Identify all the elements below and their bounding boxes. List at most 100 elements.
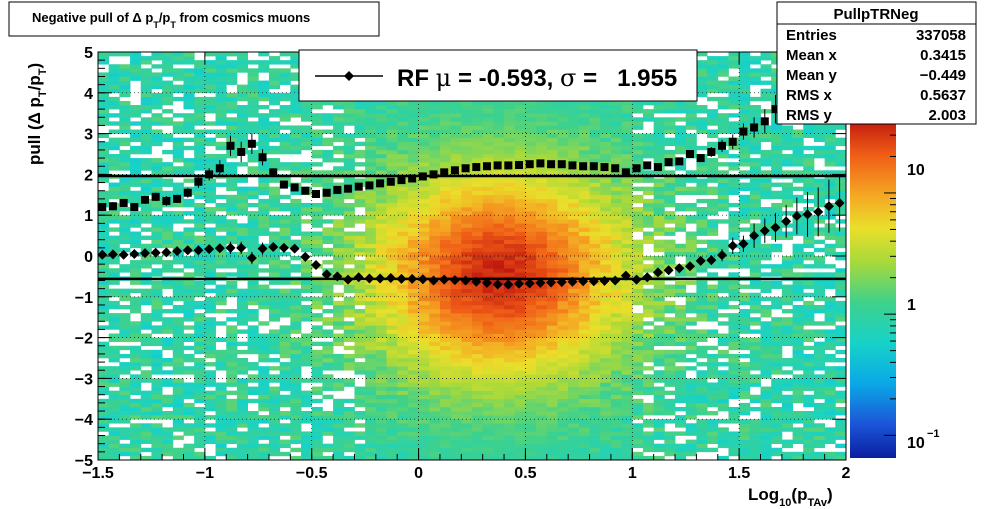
heatmap-cell [375, 443, 387, 449]
heatmap-cell [418, 207, 430, 212]
heatmap-cell [568, 394, 580, 400]
heatmap-cell [333, 256, 345, 261]
heatmap-cell [696, 170, 708, 175]
heatmap-cell [461, 317, 473, 322]
heatmap-cell [301, 105, 313, 110]
heatmap-cell [439, 121, 452, 126]
heatmap-cell [130, 137, 142, 143]
heatmap-cell [610, 309, 622, 314]
heatmap-cell [568, 178, 580, 183]
heatmap-cell [194, 158, 206, 163]
heatmap-cell [290, 125, 302, 130]
heatmap-cell [290, 292, 302, 298]
heatmap-cell [279, 117, 291, 122]
heatmap-cell [258, 68, 270, 73]
heatmap-cell [236, 207, 248, 212]
heatmap-cell [482, 329, 494, 334]
heatmap-cell [183, 158, 195, 163]
heatmap-cell [290, 439, 302, 444]
heatmap-cell [578, 398, 590, 404]
heatmap-cell [140, 186, 152, 192]
heatmap-cell [525, 443, 537, 449]
heatmap-cell [461, 341, 473, 347]
heatmap-cell [653, 137, 665, 143]
heatmap-cell [461, 129, 473, 134]
heatmap-cell [322, 423, 334, 428]
heatmap-cell [439, 198, 452, 204]
heatmap-cell [653, 317, 665, 322]
heatmap-cell [610, 435, 622, 440]
heatmap-cell [589, 194, 601, 200]
heatmap-cell [482, 141, 494, 147]
heatmap-cell [365, 162, 377, 167]
heatmap-cell [461, 288, 473, 294]
heatmap-cell [226, 211, 238, 216]
heatmap-cell [664, 186, 676, 192]
heatmap-cell [621, 268, 633, 273]
heatmap-cell [589, 105, 601, 110]
heatmap-cell [621, 202, 633, 208]
heatmap-cell [279, 202, 291, 208]
heatmap-cell [290, 215, 302, 220]
heatmap-cell [140, 333, 152, 338]
heatmap-cell [557, 353, 569, 359]
heatmap-cell [472, 190, 484, 196]
heatmap-cell [450, 211, 462, 216]
heatmap-cell [504, 386, 516, 391]
heatmap-cell [108, 435, 120, 440]
heatmap-cell [578, 288, 590, 294]
heatmap-cell [600, 243, 612, 249]
heatmap-cell [258, 378, 270, 383]
heatmap-cell [461, 109, 473, 114]
heatmap-cell [98, 113, 110, 118]
heatmap-cell [653, 223, 665, 228]
heatmap-cell [365, 382, 377, 387]
heatmap-cell [696, 435, 708, 440]
heatmap-cell [589, 378, 601, 383]
heatmap-cell [493, 272, 505, 277]
heatmap-cell [172, 235, 184, 240]
heatmap-cell [461, 231, 473, 236]
heatmap-cell [322, 358, 334, 363]
heatmap-cell [172, 304, 184, 310]
heatmap-cell [162, 239, 174, 245]
heatmap-cell [290, 137, 302, 143]
heatmap-cell [568, 386, 580, 391]
heatmap-cell [162, 72, 174, 77]
heatmap-cell [386, 264, 398, 269]
heatmap-cell [311, 313, 323, 318]
heatmap-cell [226, 264, 238, 269]
heatmap-cell [557, 264, 569, 269]
heatmap-cell [301, 264, 313, 269]
heatmap-cell [204, 154, 216, 159]
heatmap-cell [504, 439, 516, 444]
heatmap-cell [525, 325, 537, 330]
heatmap-cell [290, 329, 302, 334]
heatmap-cell [322, 219, 334, 224]
heatmap-cell [632, 215, 644, 220]
heatmap-cell [429, 411, 441, 416]
heatmap-cell [632, 358, 644, 363]
heatmap-cell [397, 280, 409, 285]
heatmap-cell [482, 345, 494, 351]
heatmap-cell [439, 288, 452, 294]
heatmap-cell [504, 378, 516, 383]
heatmap-cell [375, 100, 387, 106]
heatmap-cell [333, 443, 345, 449]
heatmap-cell [514, 337, 526, 342]
heatmap-cell [290, 84, 302, 90]
heatmap-cell [472, 321, 484, 326]
heatmap-cell [621, 321, 633, 326]
heatmap-cell [589, 435, 601, 440]
heatmap-cell [247, 109, 259, 114]
heatmap-cell [108, 76, 120, 81]
heatmap-cell [429, 382, 441, 387]
heatmap-cell [301, 362, 313, 367]
heatmap-cell [472, 451, 484, 457]
heatmap-cell [130, 411, 142, 416]
heatmap-cell [151, 133, 163, 138]
heatmap-cell [279, 76, 291, 81]
heatmap-cell [461, 329, 473, 334]
heatmap-cell [568, 154, 580, 159]
heatmap-cell [322, 341, 334, 347]
